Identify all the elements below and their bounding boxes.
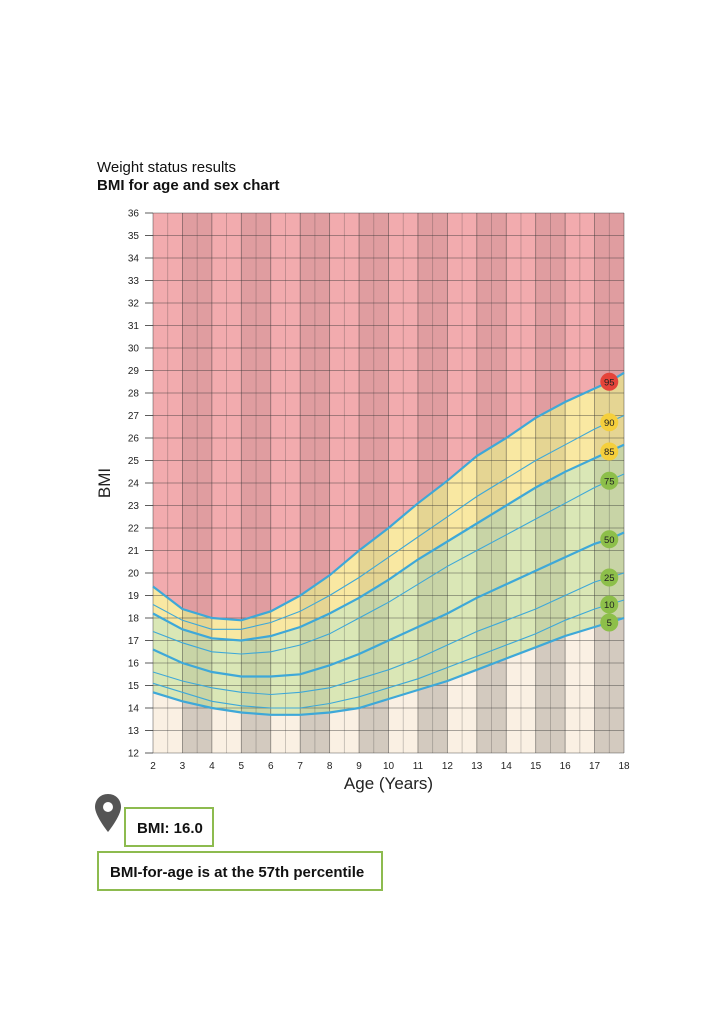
x-tick-label: 14	[501, 761, 513, 772]
y-tick-label: 29	[128, 366, 140, 377]
percentile-line-10	[152, 599, 625, 709]
x-tick-label: 16	[560, 761, 572, 772]
y-tick-label: 28	[128, 389, 140, 400]
percentile-line-5	[152, 616, 625, 716]
percentile-badge-10	[600, 595, 619, 614]
percentile-badge-85	[600, 442, 619, 461]
y-tick-label: 32	[128, 299, 140, 310]
x-tick-label: 11	[413, 761, 424, 772]
percentile-badge-label-10: 10	[604, 600, 615, 611]
y-tick-label: 20	[128, 569, 140, 580]
y-tick-label: 22	[128, 524, 140, 535]
percentile-badge-label-25: 25	[604, 573, 615, 584]
y-tick-label: 26	[128, 434, 140, 445]
percentile-line-25	[152, 572, 625, 696]
x-tick-label: 3	[180, 761, 186, 772]
y-tick-label: 16	[128, 659, 140, 670]
x-tick-label: 4	[209, 761, 215, 772]
x-tick-label: 9	[356, 761, 362, 772]
y-tick-label: 34	[128, 254, 140, 265]
y-tick-label: 14	[128, 704, 140, 715]
x-tick-label: 2	[150, 761, 156, 772]
x-axis-label: Age (Years)	[344, 774, 433, 793]
y-tick-label: 23	[128, 501, 140, 512]
percentile-badge-label-90: 90	[604, 418, 615, 429]
y-tick-label: 15	[128, 681, 140, 692]
bmi-result-box: BMI: 16.0	[124, 807, 214, 847]
percentile-value: BMI-for-age is at the 57th percentile	[110, 864, 365, 881]
y-tick-label: 21	[128, 546, 140, 557]
x-tick-label: 15	[530, 761, 542, 772]
percentile-line-95	[152, 371, 625, 622]
percentile-badge-95	[600, 372, 619, 391]
percentile-badge-label-75: 75	[604, 476, 615, 487]
x-tick-label: 18	[618, 761, 630, 772]
percentile-line-90	[152, 415, 625, 630]
y-tick-label: 31	[128, 321, 140, 332]
percentile-badge-label-5: 5	[607, 618, 612, 629]
percentile-badge-label-50: 50	[604, 535, 615, 546]
percentile-line-75	[152, 473, 625, 655]
percentile-line-50	[152, 531, 625, 678]
y-tick-label: 13	[128, 726, 140, 737]
y-tick-label: 25	[128, 456, 140, 467]
y-tick-label: 12	[128, 749, 140, 760]
y-tick-label: 36	[128, 209, 140, 220]
y-tick-label: 33	[128, 276, 140, 287]
x-tick-label: 8	[327, 761, 333, 772]
x-tick-label: 5	[239, 761, 245, 772]
percentile-badge-50	[600, 530, 619, 549]
percentile-badge-90	[600, 413, 619, 432]
y-tick-label: 24	[128, 479, 140, 490]
percentile-line-85	[152, 443, 625, 642]
bmi-value: BMI: 16.0	[137, 820, 203, 837]
x-tick-label: 6	[268, 761, 274, 772]
x-tick-label: 7	[297, 761, 303, 772]
percentile-badge-75	[600, 471, 619, 490]
x-tick-label: 13	[471, 761, 483, 772]
chart-title: BMI for age and sex chart	[97, 177, 280, 194]
y-tick-label: 35	[128, 231, 140, 242]
x-tick-label: 17	[589, 761, 601, 772]
percentile-result-box: BMI-for-age is at the 57th percentile	[97, 851, 383, 891]
x-tick-label: 10	[383, 761, 395, 772]
percentile-badge-label-85: 85	[604, 447, 615, 458]
y-tick-label: 17	[128, 636, 140, 647]
y-tick-label: 27	[128, 411, 140, 422]
page-title: Weight status results	[97, 159, 236, 176]
x-tick-label: 12	[442, 761, 454, 772]
percentile-badge-25	[600, 568, 619, 587]
percentile-badge-5	[600, 613, 619, 632]
y-axis-label: BMI	[95, 468, 114, 498]
percentile-badge-label-95: 95	[604, 377, 615, 388]
location-pin-icon	[95, 794, 121, 832]
y-tick-label: 19	[128, 591, 140, 602]
y-tick-label: 18	[128, 614, 140, 625]
y-tick-label: 30	[128, 344, 140, 355]
